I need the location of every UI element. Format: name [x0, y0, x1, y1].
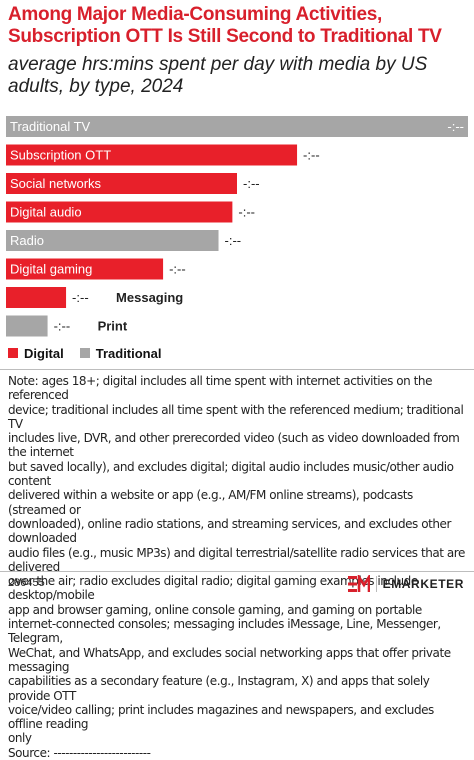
bar-digital-gaming — [6, 258, 164, 280]
bar-traditional-tv — [6, 116, 468, 137]
note-line: app and browser gaming, online console g… — [8, 602, 422, 617]
value-label-radio: -:-- — [225, 233, 242, 248]
divider-bottom — [0, 571, 474, 572]
note-line: includes live, DVR, and other prerecorde… — [8, 431, 463, 460]
value-label-messaging: -:-- — [72, 290, 89, 305]
value-label-traditional-tv: -:-- — [447, 119, 464, 134]
note-line: but saved locally), and excludes digital… — [8, 459, 457, 489]
bar-label-subscription-ott: Subscription OTT — [10, 148, 111, 163]
emarketer-logo-icon — [347, 575, 370, 592]
note-line: voice/video calling; print includes maga… — [8, 702, 438, 732]
bar-label-print: Print — [98, 319, 128, 334]
chart-id: 286455 — [8, 577, 45, 589]
chart-title: Among Major Media-Consuming Activities, … — [8, 4, 442, 47]
note-line: over the air; radio excludes digital rad… — [8, 574, 422, 603]
value-label-digital-gaming: -:-- — [169, 262, 186, 277]
chart-note: Note: ages 18+; digital includes all tim… — [8, 374, 466, 760]
bar-digital-audio — [6, 201, 233, 223]
brand-separator — [375, 576, 377, 592]
value-label-digital-audio: -:-- — [238, 205, 255, 220]
bar-label-digital-gaming: Digital gaming — [10, 262, 92, 277]
legend-label-traditional: Traditional — [95, 345, 162, 361]
bar-label-social-networks: Social networks — [10, 176, 102, 191]
note-line: delivered within a website or app (e.g.,… — [8, 488, 417, 517]
note-line: internet-connected consoles; messaging i… — [8, 617, 445, 646]
bar-social-networks — [6, 173, 237, 194]
value-label-subscription-ott: -:-- — [303, 148, 320, 163]
note-line: audio files (e.g., music MP3s) and digit… — [8, 545, 469, 574]
value-label-print: -:-- — [54, 319, 71, 334]
bar-subscription-ott — [6, 144, 298, 166]
bar-label-messaging: Messaging — [116, 290, 183, 305]
bar-messaging — [6, 287, 67, 308]
legend-label-digital: Digital — [24, 345, 64, 361]
bar-radio — [6, 230, 219, 251]
legend-item-digital: Digital — [8, 346, 64, 361]
legend-swatch-traditional — [79, 348, 90, 358]
bar-label-digital-audio: Digital audio — [10, 205, 82, 220]
brand: EMARKETER — [347, 575, 464, 593]
value-label-social-networks: -:-- — [243, 176, 260, 191]
bar-label-radio: Radio — [10, 233, 44, 248]
legend-item-traditional: Traditional — [79, 345, 162, 361]
note-line: Note: ages 18+; digital includes all tim… — [8, 374, 436, 403]
legend-swatch-digital — [8, 348, 18, 358]
bar-label-traditional-tv: Traditional TV — [10, 119, 91, 134]
note-line: downloaded), online radio stations, and … — [8, 516, 455, 546]
legend: Digital Traditional — [8, 344, 177, 362]
note-line: device; traditional includes all time sp… — [8, 402, 467, 431]
bar-print — [6, 315, 48, 337]
bar-chart: Traditional TV -:-- Subscription OTT -:-- So… — [6, 116, 468, 337]
chart-subtitle: average hrs:mins spent per day with medi… — [8, 54, 428, 97]
note-line: WeChat, and WhatsApp, and excludes socia… — [8, 645, 455, 674]
note-line: capabilities as a secondary feature (e.g… — [8, 674, 433, 703]
brand-name: EMARKETER — [382, 577, 464, 591]
divider-top — [0, 369, 474, 370]
note-line: only — [8, 731, 32, 746]
source-line: Source: ------------------------- — [8, 745, 151, 760]
